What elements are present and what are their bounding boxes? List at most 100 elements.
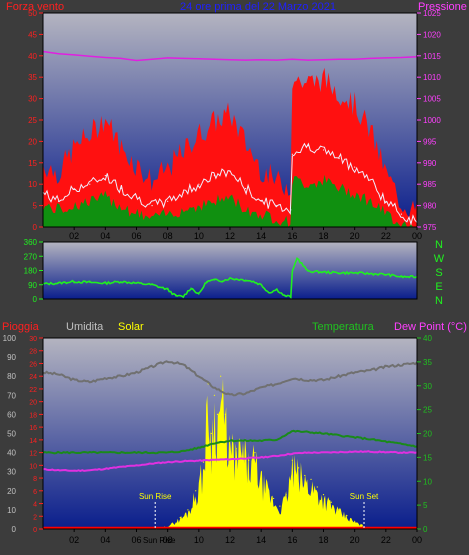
wind-y-tick-label: 0 [33, 223, 38, 232]
series-point [105, 378, 106, 379]
solar-point [285, 494, 287, 496]
compass-label-0: N [435, 239, 443, 251]
series-point [58, 374, 59, 375]
direction-point [400, 276, 403, 278]
weather-x-tick-label: 12 [225, 535, 235, 545]
series-point [261, 457, 262, 458]
pressure-point [385, 57, 387, 59]
wind-avg-point [104, 175, 106, 177]
weather-x-tick-label: 06 [131, 535, 141, 545]
solar-point [179, 516, 181, 519]
wind-y-tick-label: 40 [28, 52, 37, 61]
wind-avg-point [151, 205, 153, 207]
pressure-y-tick-label: 1000 [423, 116, 441, 125]
series-point [167, 462, 168, 463]
direction-point [229, 277, 231, 280]
wind-axes: 0510152025303540455097598098599099510001… [28, 9, 441, 241]
series-point [58, 470, 59, 471]
wind-avg-point [385, 200, 387, 202]
solar-point [346, 515, 348, 517]
wind-series-group [42, 67, 418, 227]
weather-x-tick-label: 16 [287, 535, 297, 545]
series-point [245, 458, 246, 459]
pressure-point [167, 57, 169, 59]
solar-point [354, 520, 356, 522]
series-point [214, 459, 215, 460]
humidity-y-tick-label: 90 [7, 353, 16, 362]
wind-y-tick-label: 45 [28, 30, 37, 39]
compass-label-4: N [435, 295, 443, 307]
wind-x-tick-label: 18 [318, 231, 328, 241]
series-point [276, 383, 277, 384]
wind-x-tick-label: 04 [100, 231, 110, 241]
rain-y-tick-label: 18 [29, 412, 37, 419]
weather-x-tick-label: 02 [69, 535, 79, 545]
series-point [307, 452, 308, 453]
wind-avg-point [290, 209, 292, 211]
series-point [385, 441, 386, 442]
weather-x-tick-label: 22 [381, 535, 391, 545]
wind-avg-point [198, 183, 200, 185]
solar-point [266, 486, 268, 488]
temperature-y-tick-label: 5 [423, 501, 428, 510]
series-point [198, 460, 199, 461]
chart-title: 24 ore prima del 22 Marzo 2021 [180, 1, 336, 13]
direction-point [268, 292, 270, 294]
series-point [385, 452, 386, 453]
series-point [401, 443, 402, 444]
wind-y-tick-label: 5 [33, 202, 38, 211]
solar-point [248, 459, 250, 461]
pressure-point [244, 59, 247, 61]
solar-point [304, 474, 306, 477]
compass-label-3: E [435, 281, 442, 293]
solar-point [273, 497, 275, 500]
series-point [307, 431, 308, 432]
compass-label-1: W [434, 253, 445, 265]
temperature-axis-label: Temperatura [312, 321, 375, 333]
rain-y-tick-label: 12 [29, 451, 37, 458]
series-point [354, 437, 355, 438]
rain-y-tick-label: 8 [33, 476, 37, 483]
direction-point [338, 272, 340, 274]
pressure-y-tick-label: 1025 [423, 9, 441, 18]
wind-min-area [43, 174, 417, 227]
solar-point [254, 452, 256, 454]
pressure-y-tick-label: 980 [423, 202, 437, 211]
wind-avg-point [182, 192, 184, 194]
wind-y-tick-label: 15 [28, 159, 37, 168]
direction-point [290, 296, 292, 298]
direction-point [198, 293, 200, 295]
humidity-line [42, 360, 418, 397]
wind-avg-point [291, 153, 293, 155]
series-point [214, 442, 215, 443]
wind-y-tick-label: 35 [28, 73, 37, 82]
solar-point [220, 375, 222, 377]
pressure-y-tick-label: 995 [423, 137, 437, 146]
dewpoint-axis-label: Dew Point (°C) [394, 321, 467, 333]
temperature-y-tick-label: 15 [423, 453, 432, 462]
series-point [370, 451, 371, 452]
direction-point [135, 282, 138, 284]
series-point [229, 395, 230, 396]
wind-avg-point [229, 170, 231, 172]
temperature-y-tick-label: 30 [423, 382, 432, 391]
series-point [229, 459, 230, 460]
direction-point [104, 282, 106, 284]
wind-y-tick-label: 25 [28, 116, 37, 125]
direction-point [354, 272, 356, 274]
solar-point [224, 413, 226, 415]
wind-x-tick-label: 20 [350, 231, 360, 241]
pressure-point [369, 57, 371, 59]
series-point [183, 364, 184, 365]
direction-point [260, 284, 262, 286]
humidity-y-tick-label: 0 [12, 525, 17, 534]
solar-point [171, 522, 173, 524]
pressure-point [182, 57, 184, 59]
pressure-y-tick-label: 990 [423, 159, 437, 168]
temperature-y-tick-label: 0 [423, 525, 428, 534]
series-point [323, 433, 324, 434]
pressure-point [338, 58, 340, 60]
series-point [354, 451, 355, 452]
wind-avg-point [260, 200, 262, 202]
solar-point [187, 509, 189, 511]
